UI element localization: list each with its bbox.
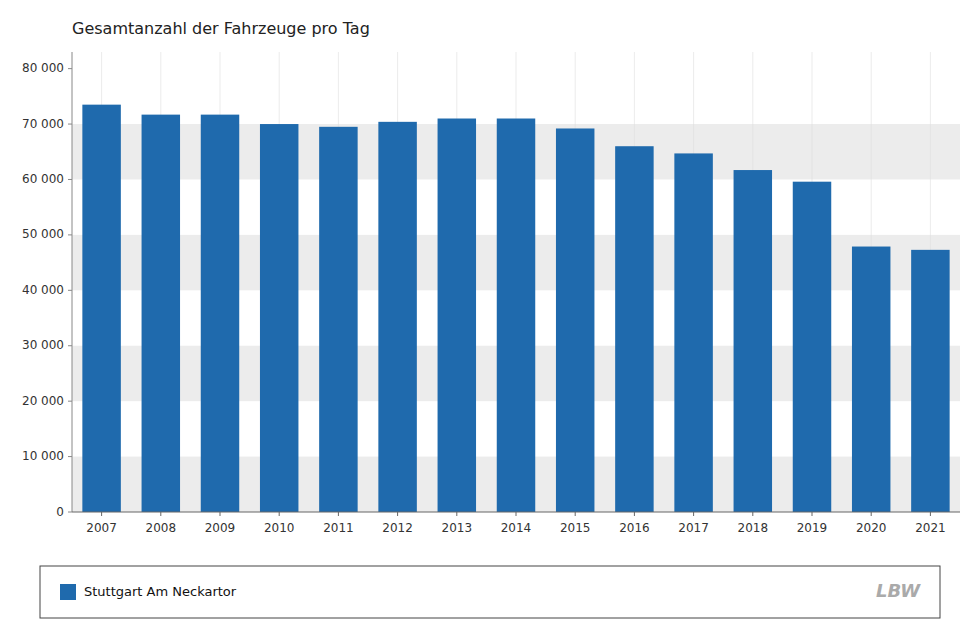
x-tick [279, 512, 280, 516]
legend-swatch [60, 584, 76, 600]
bar [438, 119, 476, 512]
y-tick [68, 124, 72, 125]
y-tick-label: 80 000 [22, 61, 64, 75]
y-tick-label: 0 [56, 505, 64, 519]
x-tick-label: 2013 [442, 521, 473, 535]
bar [82, 105, 120, 512]
x-tick [397, 512, 398, 516]
x-tick-label: 2021 [915, 521, 946, 535]
y-tick [68, 290, 72, 291]
x-tick [160, 512, 161, 516]
x-tick [930, 512, 931, 516]
x-tick-label: 2008 [146, 521, 177, 535]
bar [497, 119, 535, 512]
bar [556, 128, 594, 512]
x-tick-label: 2014 [501, 521, 532, 535]
x-tick-label: 2020 [856, 521, 887, 535]
y-tick-label: 70 000 [22, 117, 64, 131]
x-tick [871, 512, 872, 516]
y-tick [68, 401, 72, 402]
y-axis: 0 10 000 20 000 30 000 40 000 50 000 60 000 70 … [22, 52, 72, 519]
x-axis: 2007 2008 2009 2010 2011 2012 2013 2014 2015 2016… [72, 512, 960, 535]
x-tick-label: 2012 [382, 521, 413, 535]
y-tick-label: 50 000 [22, 227, 64, 241]
legend-label: Stuttgart Am Neckartor [84, 584, 237, 599]
y-tick-label: 60 000 [22, 172, 64, 186]
x-tick-label: 2018 [738, 521, 769, 535]
y-tick-label: 40 000 [22, 283, 64, 297]
bar [378, 122, 416, 512]
x-tick [575, 512, 576, 516]
x-tick-label: 2015 [560, 521, 591, 535]
x-tick-label: 2016 [619, 521, 650, 535]
chart: Gesamtanzahl der Fahrzeuge pro Tag 0 10 00… [0, 0, 980, 632]
x-tick-label: 2009 [205, 521, 236, 535]
y-tick [68, 234, 72, 235]
y-tick [68, 512, 72, 513]
x-tick-label: 2017 [678, 521, 709, 535]
bar [260, 124, 298, 512]
x-tick [220, 512, 221, 516]
title: Gesamtanzahl der Fahrzeuge pro Tag [72, 19, 370, 38]
bar [793, 182, 831, 512]
bar [615, 146, 653, 512]
y-tick [68, 179, 72, 180]
y-tick-label: 20 000 [22, 394, 64, 408]
bar [852, 247, 890, 512]
chart-container: Gesamtanzahl der Fahrzeuge pro Tag 0 10 00… [0, 0, 980, 632]
y-tick [68, 68, 72, 69]
bar [734, 170, 772, 512]
legend: Stuttgart Am Neckartor LBW [40, 566, 940, 618]
bar [911, 250, 949, 512]
bar [201, 115, 239, 512]
x-tick [338, 512, 339, 516]
x-tick [752, 512, 753, 516]
x-tick [101, 512, 102, 516]
y-tick [68, 345, 72, 346]
y-tick [68, 456, 72, 457]
y-tick-label: 30 000 [22, 338, 64, 352]
grid [72, 52, 960, 512]
watermark: LBW [876, 580, 921, 601]
bar [142, 115, 180, 512]
x-tick-label: 2011 [323, 521, 354, 535]
bar [674, 153, 712, 512]
legend-box [40, 566, 940, 618]
bars [82, 105, 949, 512]
y-axis-line [72, 52, 73, 512]
x-tick-label: 2007 [86, 521, 117, 535]
bar [319, 127, 357, 512]
x-tick [456, 512, 457, 516]
x-tick-label: 2010 [264, 521, 295, 535]
y-tick-label: 10 000 [22, 449, 64, 463]
x-tick-label: 2019 [797, 521, 828, 535]
x-tick [812, 512, 813, 516]
x-tick [634, 512, 635, 516]
x-tick [693, 512, 694, 516]
x-tick [516, 512, 517, 516]
